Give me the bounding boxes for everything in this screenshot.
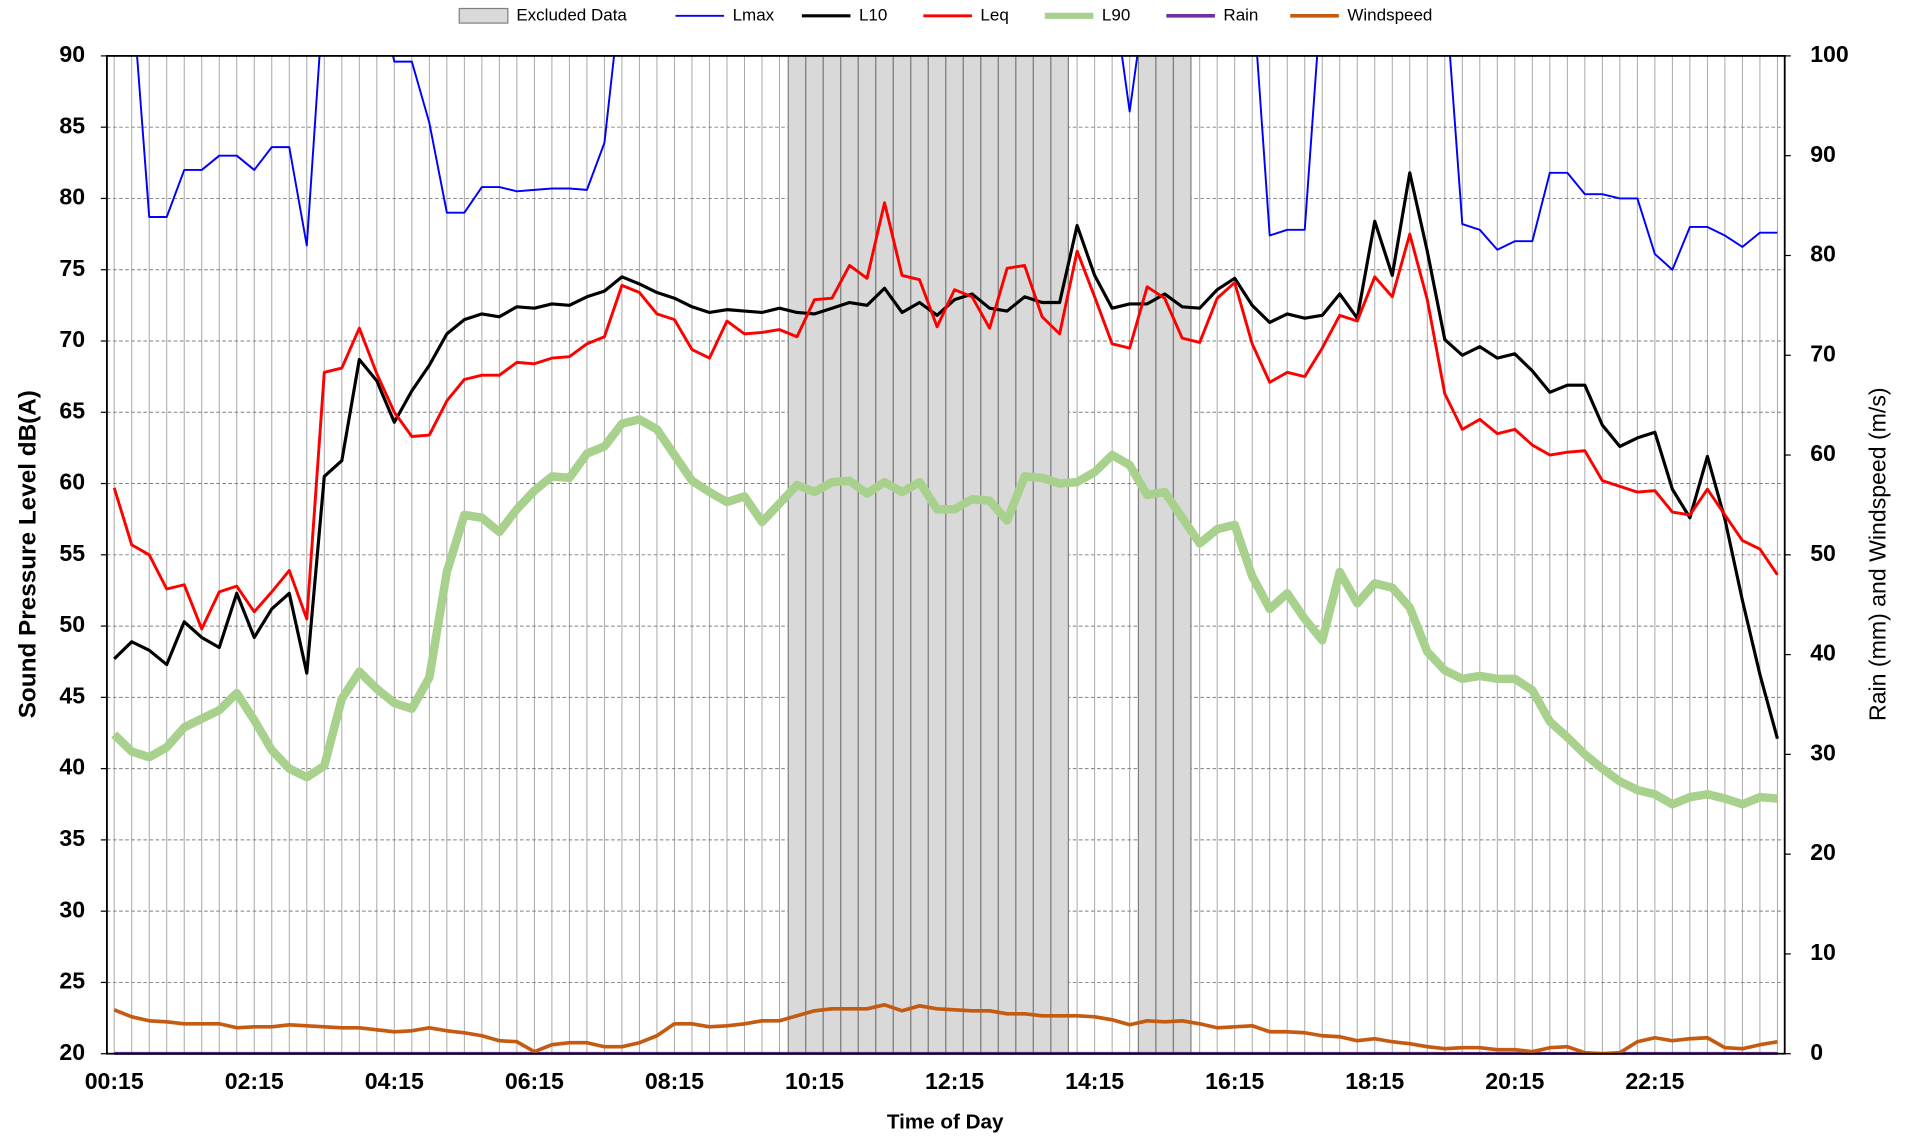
excluded-bar [1155,55,1175,1055]
legend-item: Lmax [675,5,775,24]
x-axis-label: Time of Day [887,1110,1004,1133]
series-line [112,201,1779,631]
legend-item: L10 [801,5,887,24]
excluded-bar [980,55,999,1055]
y2-tick-label: 20 [1810,839,1836,865]
x-tick-label: 22:15 [1625,1068,1684,1094]
x-tick-label: 10:15 [785,1068,844,1094]
y-tick-label: 45 [59,682,85,708]
y-tick-label: 55 [59,540,85,566]
x-tick-label: 04:15 [365,1068,424,1094]
y2-tick-label: 40 [1810,640,1836,666]
series-line [136,55,1778,271]
excluded-bar [927,55,947,1055]
excluded-bar [857,55,877,1055]
y-tick-label: 85 [59,112,85,138]
plot-frame [106,54,1786,1055]
excluded-bar [997,55,1017,1055]
excluded-bar [787,55,807,1055]
y2-tick-label: 30 [1810,739,1836,765]
excluded-bar [1137,55,1157,1055]
legend-label: Lmax [733,5,775,24]
x-tick-label: 14:15 [1065,1068,1124,1094]
y-tick-label: 70 [59,326,85,352]
y-tick-label: 40 [59,754,85,780]
x-tick-label: 16:15 [1205,1068,1264,1094]
y-tick-label: 90 [59,41,85,67]
y-tick-label: 25 [59,968,85,994]
y-tick-label: 80 [59,184,85,210]
excluded-bar [1015,55,1034,1055]
y-tick-label: 35 [59,825,85,851]
y-tick-label: 20 [59,1039,85,1065]
legend-item: Leq [923,5,1009,24]
excluded-bar [1032,55,1052,1055]
axes: 00:15 02:15 04:15 06:15 08:15 10:15 12:15 14:15… [59,41,1848,1094]
y-tick-label: 65 [59,397,85,423]
series-line [111,415,1778,809]
y-tick-label: 75 [59,255,85,281]
lines [111,55,1779,1055]
legend-item: Windspeed [1290,5,1432,24]
y2-tick-label: 90 [1810,141,1836,167]
excluded-bar [910,55,929,1055]
y2-tick-label: 80 [1810,241,1836,267]
legend-label: Leq [980,5,1008,24]
legend-swatch [458,7,509,24]
y2-tick-label: 50 [1810,540,1836,566]
x-tick-label: 02:15 [225,1068,284,1094]
excluded-bar [892,55,912,1055]
excluded-bar [1050,55,1069,1055]
legend-label: Excluded Data [516,5,627,24]
x-tick-label: 12:15 [925,1068,984,1094]
y-tick-label: 60 [59,469,85,495]
y2-tick-label: 100 [1810,41,1849,67]
x-tick-label: 06:15 [505,1068,564,1094]
legend-label: Windspeed [1347,5,1432,24]
y2-tick-label: 0 [1810,1039,1823,1065]
legend-label: L10 [859,5,887,24]
y-tick-label: 30 [59,896,85,922]
legend-item: Rain [1166,5,1258,24]
legend-item: Excluded Data [458,5,627,24]
x-tick-label: 08:15 [645,1068,704,1094]
y2-tick-label: 70 [1810,340,1836,366]
legend-label: Rain [1223,5,1258,24]
excluded-bar [962,55,982,1055]
x-tick-label: 00:15 [85,1068,144,1094]
y2-tick-label: 60 [1810,440,1836,466]
legend-label: L90 [1102,5,1130,24]
x-tick-label: 20:15 [1485,1068,1544,1094]
y2-tick-label: 10 [1810,939,1836,965]
legend-item: L90 [1044,5,1130,24]
y-tick-label: 50 [59,611,85,637]
excluded-bar [822,55,842,1055]
excluded-bar [1172,55,1192,1055]
series-line [113,1002,1778,1055]
excluded-bar [805,55,824,1055]
excluded-bar [840,55,859,1055]
x-tick-label: 18:15 [1345,1068,1404,1094]
legend: Excluded Data Lmax L10 Leq L90 Rain Windspeed [458,5,1432,24]
excluded-bar [945,55,964,1055]
y-axis-label: Sound Pressure Level dB(A) [15,390,42,718]
y2-axis-label: Rain (mm) and Windspeed (m/s) [1865,387,1891,721]
